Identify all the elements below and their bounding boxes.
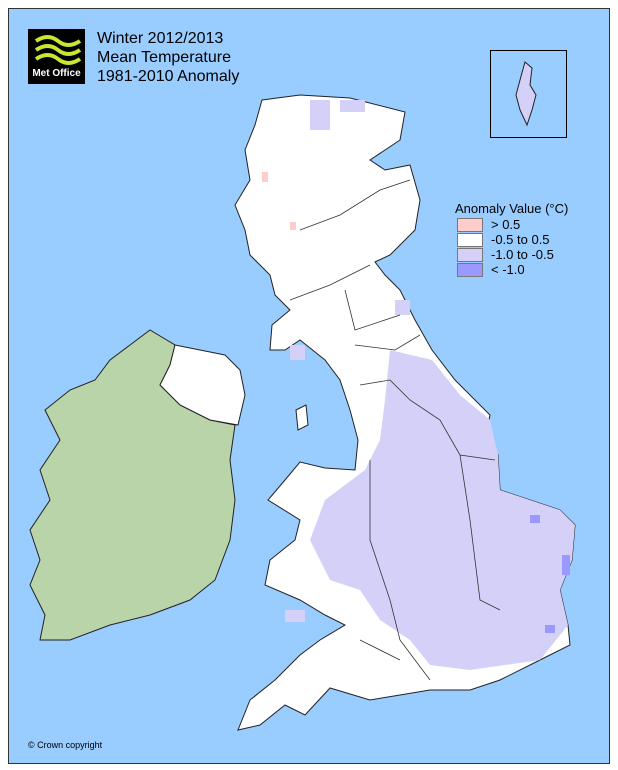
legend-label: -1.0 to -0.5	[491, 247, 554, 262]
legend-item: -0.5 to 0.5	[457, 232, 568, 247]
legend-swatch	[457, 232, 483, 247]
legend-label: < -1.0	[491, 262, 525, 277]
scotland-cool-patch	[310, 100, 330, 130]
met-office-logo: Met Office	[28, 29, 85, 84]
legend-item: < -1.0	[457, 262, 568, 277]
cool-patch	[290, 345, 305, 360]
cool-patch	[285, 610, 305, 622]
legend-title: Anomaly Value (°C)	[455, 201, 569, 216]
northern-ireland	[159, 344, 246, 426]
isle-of-man	[295, 404, 309, 431]
shetland-inset-frame	[490, 50, 567, 138]
waves-icon	[34, 35, 82, 65]
title-line-2: Mean Temperature	[97, 49, 231, 66]
cold-patch	[530, 515, 540, 523]
anomaly-cold-areas	[530, 515, 570, 633]
logo-text: Met Office	[32, 68, 81, 79]
shetland-islands	[515, 61, 537, 127]
map-title: Winter 2012/2013 Mean Temperature 1981-2…	[97, 29, 239, 86]
legend-item: -1.0 to -0.5	[457, 247, 568, 262]
anomaly-warm-areas	[262, 172, 296, 230]
legend-label: -0.5 to 0.5	[491, 232, 550, 247]
legend-swatch	[457, 262, 483, 277]
england-cool-region	[310, 350, 575, 670]
cold-patch	[562, 555, 570, 575]
scotland-cool-patch	[395, 300, 410, 315]
warm-patch	[262, 172, 268, 182]
legend-swatch	[457, 217, 483, 232]
title-line-1: Winter 2012/2013	[97, 30, 224, 47]
copyright-text: © Crown copyright	[28, 740, 103, 750]
anomaly-cool-areas	[285, 100, 575, 670]
legend-label: > 0.5	[491, 217, 521, 232]
legend: Anomaly Value (°C) > 0.5 -0.5 to 0.5 -1.…	[455, 201, 568, 277]
legend-swatch	[457, 247, 483, 262]
region-boundaries	[289, 179, 501, 681]
cold-patch	[545, 625, 555, 633]
scotland-cool-patch	[340, 100, 365, 112]
title-line-3: 1981-2010 Anomaly	[97, 68, 240, 85]
warm-patch	[290, 222, 296, 230]
legend-item: > 0.5	[457, 217, 568, 232]
